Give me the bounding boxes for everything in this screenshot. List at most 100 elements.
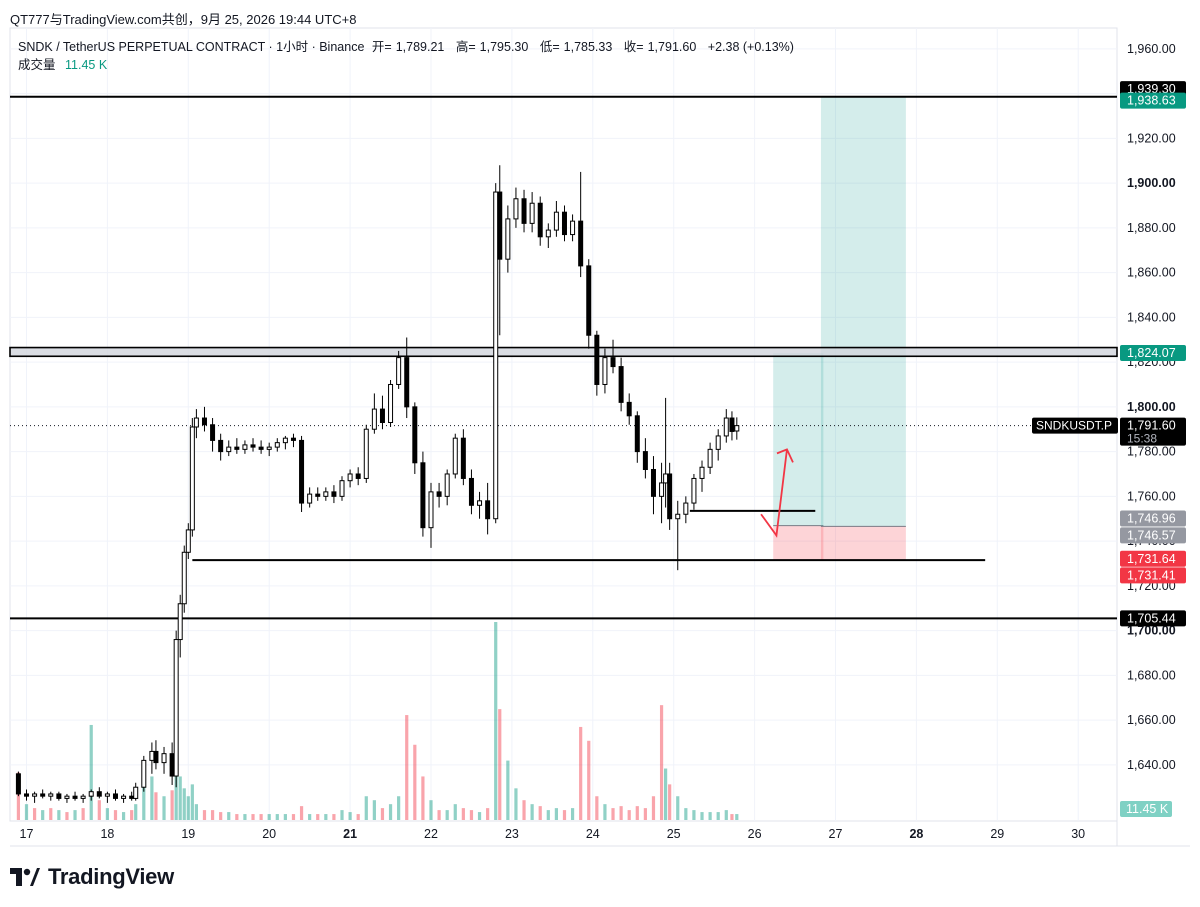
volume-bar <box>570 808 575 820</box>
volume-bar <box>405 715 409 820</box>
volume-badge-bg <box>1120 801 1172 817</box>
open-value: 1,789.21 <box>395 40 445 54</box>
level-badge-1731-41: 1,731.41 <box>1120 567 1186 584</box>
volume-bar <box>587 740 591 820</box>
candle-up <box>266 446 272 450</box>
volume-bar <box>477 812 482 820</box>
volume-bar <box>162 796 166 820</box>
y-tick-label: 1,660.00 <box>1127 713 1176 727</box>
projection-arrow-head <box>776 448 794 463</box>
candle-up <box>505 218 511 260</box>
x-tick-label: 22 <box>424 827 438 841</box>
volume-value: 11.45 K <box>65 58 108 72</box>
volume-bar <box>81 808 85 820</box>
candle-up <box>715 435 721 450</box>
volume-bar <box>595 796 599 820</box>
open-label: 开= <box>371 40 392 54</box>
volume-bar <box>182 788 186 820</box>
candle-up <box>734 425 740 432</box>
volume-bar <box>170 790 174 820</box>
candle-down <box>379 408 385 424</box>
level-badge-1746-57: 1,746.57 <box>1120 527 1186 544</box>
candles <box>15 165 740 803</box>
last-price-text: 1,791.60 <box>1127 419 1176 433</box>
volume-bar <box>530 804 534 820</box>
symbol-description[interactable]: SNDK / TetherUS PERPETUAL CONTRACT · 1小时… <box>18 40 365 54</box>
candle-up <box>675 513 681 520</box>
horizontal-levels <box>9 95 1118 620</box>
candle-down <box>468 477 474 506</box>
volume-bar <box>89 724 93 820</box>
candle-down <box>497 191 503 260</box>
volume-bar <box>724 810 728 820</box>
candle-down <box>634 415 640 453</box>
candle-up <box>185 529 191 553</box>
candle-down <box>96 791 102 797</box>
volume-bar <box>142 780 146 820</box>
level-badge-1731-41-text: 1,731.41 <box>1127 568 1176 582</box>
volume-bar <box>194 804 198 820</box>
volume-bar <box>676 796 680 820</box>
tradingview-logo[interactable]: TradingView <box>10 864 174 890</box>
low-label: 低= <box>539 40 560 54</box>
candle-up <box>570 220 576 236</box>
candle-up <box>88 791 94 797</box>
candle-up <box>64 795 70 799</box>
candle-up <box>48 793 54 797</box>
ohlc-close: 收= 1,791.60 <box>624 40 700 54</box>
level-badge-1731-64-text: 1,731.64 <box>1127 552 1176 566</box>
volume-bar <box>506 760 510 820</box>
x-tick-label: 23 <box>505 827 519 841</box>
volume-bar <box>356 814 360 820</box>
volume-bar <box>380 808 385 820</box>
candle-up <box>707 448 713 468</box>
candle-up <box>323 491 329 497</box>
level-badge-1731-64: 1,731.64 <box>1120 550 1186 567</box>
volume-bar <box>461 808 465 820</box>
volume-bar <box>668 784 672 820</box>
volume-bar <box>421 776 425 820</box>
candle-down <box>315 493 321 497</box>
price-axis[interactable]: 1,960.001,940.001,920.001,900.001,880.00… <box>1032 42 1186 817</box>
volume-bar <box>105 808 109 820</box>
candle-up <box>141 759 147 788</box>
candle-up <box>723 417 729 437</box>
y-tick-label: 1,880.00 <box>1127 221 1176 235</box>
brand-name: TradingView <box>48 864 174 889</box>
volume-bar <box>24 804 29 820</box>
position-far-stop-zone <box>820 526 906 561</box>
volume-bar <box>429 800 433 820</box>
volume-bar <box>659 705 664 820</box>
volume-bar <box>538 806 542 820</box>
volume-badge-text: 11.45 K <box>1126 802 1169 816</box>
candle-down <box>626 401 632 417</box>
volume-bar <box>178 776 182 820</box>
volume-bar <box>684 808 688 820</box>
x-tick-label: 24 <box>586 827 600 841</box>
candle-down <box>642 451 648 471</box>
volume-bar <box>251 814 255 820</box>
candle-down <box>234 446 240 450</box>
grid <box>9 27 1190 847</box>
y-tick-label: 1,760.00 <box>1127 489 1176 503</box>
volume-bar <box>275 814 279 820</box>
volume-bar <box>486 808 490 820</box>
candle-down <box>210 424 216 441</box>
candle-down <box>729 417 735 432</box>
level-badge-1731-64-bg <box>1120 550 1186 567</box>
candle-down <box>521 198 527 224</box>
candle-up <box>339 480 345 497</box>
volume-bar <box>154 792 158 820</box>
volume-bar <box>219 812 223 820</box>
volume-bar <box>283 814 287 820</box>
x-tick-label: 18 <box>100 827 114 841</box>
volume-bar <box>643 808 647 820</box>
level-badge-1824-07-bg <box>1120 344 1186 361</box>
x-tick-label: 21 <box>343 827 357 841</box>
volume-bar <box>291 814 296 820</box>
volume-bar <box>716 812 720 820</box>
candle-down <box>412 406 418 464</box>
time-axis[interactable]: 17 18 19 20 21 22 23 24 25 26 27 28 29 30 <box>20 827 1086 841</box>
candle-up <box>347 473 353 482</box>
